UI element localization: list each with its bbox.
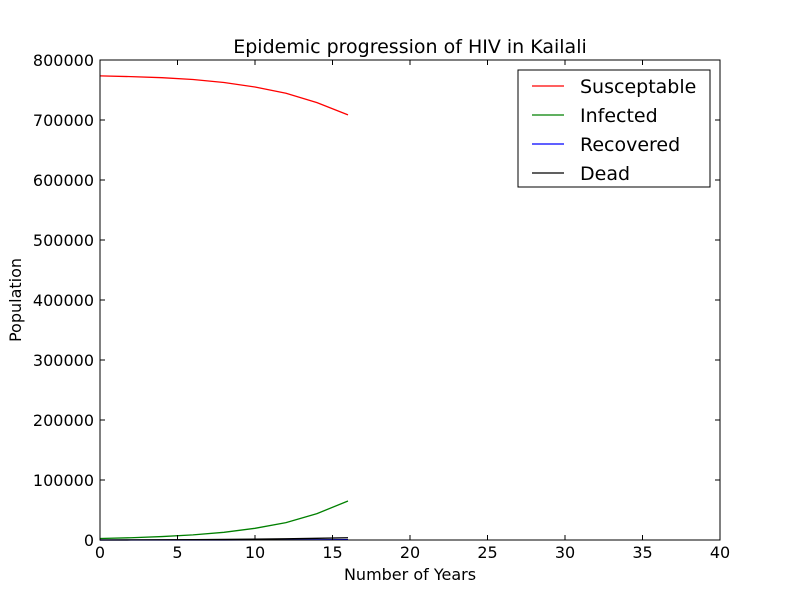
x-tick-label: 5 — [172, 543, 182, 562]
y-tick-label: 600000 — [33, 171, 94, 190]
series-line-susceptable — [99, 75, 349, 116]
x-tick-label: 30 — [555, 543, 575, 562]
y-tick-label: 100000 — [33, 471, 94, 490]
x-tick-label: 10 — [245, 543, 265, 562]
x-tick-label: 40 — [710, 543, 730, 562]
x-tick-label: 0 — [95, 543, 105, 562]
tick-layer: 0 5 10 15 20 25 30 35 40 0 100000 200000 300000 40000… — [33, 51, 730, 562]
y-tick-label: 300000 — [33, 351, 94, 370]
y-tick-label: 200000 — [33, 411, 94, 430]
y-tick-label: 0 — [84, 531, 94, 550]
y-tick-label: 800000 — [33, 51, 94, 70]
x-tick-label: 35 — [632, 543, 652, 562]
x-tick-label: 20 — [400, 543, 420, 562]
legend-frame — [517, 69, 711, 188]
legend-label-recovered: Recovered — [580, 134, 680, 156]
legend-label-susceptable: Susceptable — [580, 76, 696, 98]
y-tick-label: 400000 — [33, 291, 94, 310]
y-tick-label: 700000 — [33, 111, 94, 130]
x-axis-label: Number of Years — [344, 565, 476, 584]
legend-label-infected: Infected — [580, 105, 658, 127]
legend-label-dead: Dead — [580, 163, 630, 185]
legend: Susceptable Infected Recovered Dead — [517, 69, 711, 188]
x-tick-label: 15 — [322, 543, 342, 562]
y-tick-label: 500000 — [33, 231, 94, 250]
x-tick-label: 25 — [477, 543, 497, 562]
y-axis-label: Population — [6, 258, 25, 342]
series-line-infected — [99, 500, 349, 540]
chart-title: Epidemic progression of HIV in Kailali — [233, 36, 587, 58]
